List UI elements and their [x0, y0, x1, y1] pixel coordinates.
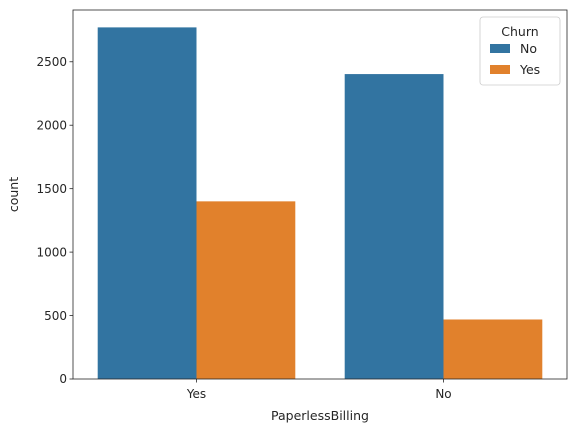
x-axis-label: PaperlessBilling [271, 408, 369, 423]
y-tick-label: 500 [44, 309, 67, 323]
legend-swatch-yes [490, 65, 510, 74]
y-tick-label: 0 [59, 372, 67, 386]
legend-items: No Yes [490, 41, 540, 77]
y-axis-label: count [6, 177, 21, 212]
x-tick-label: No [435, 387, 451, 401]
legend-label-yes: Yes [519, 62, 540, 77]
y-tick-label: 1500 [36, 182, 67, 196]
x-tick-label: Yes [186, 387, 206, 401]
legend-swatch-no [490, 44, 510, 53]
bar-no-churn-yes [443, 319, 543, 379]
x-axis-ticks: Yes No [186, 379, 452, 401]
legend: Churn No Yes [479, 16, 561, 86]
bars-group [97, 27, 543, 379]
y-axis-ticks: 0 500 1000 1500 2000 2500 [36, 55, 73, 386]
bar-no-churn-no [344, 74, 444, 379]
y-tick-label: 2500 [36, 55, 67, 69]
legend-label-no: No [520, 41, 537, 56]
legend-title: Churn [501, 24, 538, 39]
bar-yes-churn-no [97, 27, 197, 379]
y-tick-label: 1000 [36, 245, 67, 259]
bar-yes-churn-yes [196, 201, 296, 379]
y-tick-label: 2000 [36, 118, 67, 132]
plot-frame [72, 9, 568, 380]
